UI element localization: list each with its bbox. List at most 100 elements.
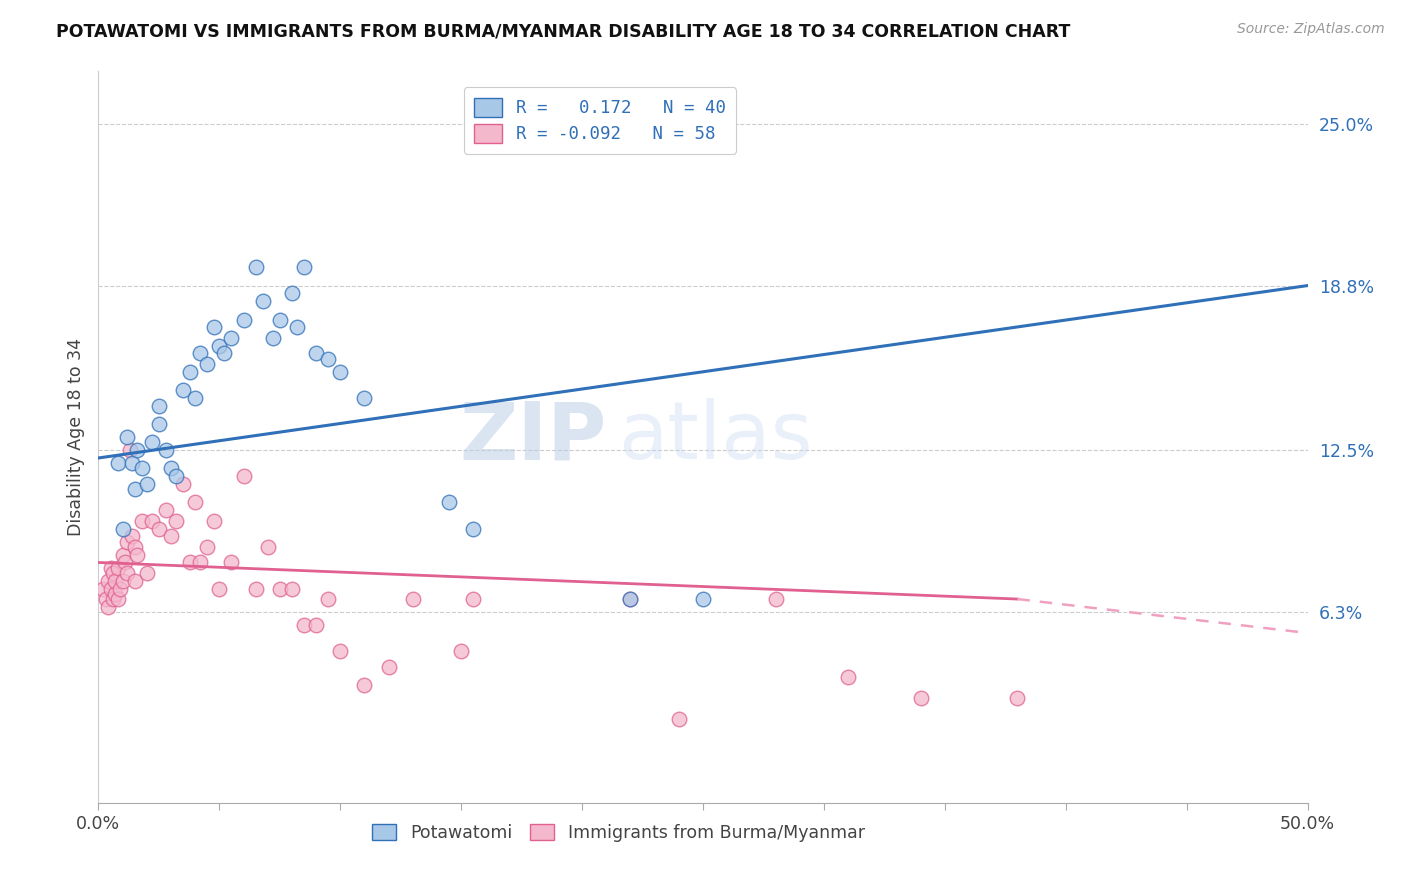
Point xyxy=(204,514,226,528)
Point xyxy=(188,346,211,360)
Point xyxy=(172,383,194,397)
Point xyxy=(155,443,177,458)
Point xyxy=(94,592,117,607)
Text: POTAWATOMI VS IMMIGRANTS FROM BURMA/MYANMAR DISABILITY AGE 18 TO 34 CORRELATION : POTAWATOMI VS IMMIGRANTS FROM BURMA/MYAN… xyxy=(56,22,1070,40)
Point xyxy=(245,582,267,596)
Point xyxy=(245,260,267,275)
Point xyxy=(121,529,143,543)
Point xyxy=(377,660,399,674)
Point xyxy=(148,521,170,535)
Point xyxy=(281,582,304,596)
Point xyxy=(837,670,859,684)
Point xyxy=(107,592,129,607)
Point xyxy=(127,443,149,458)
Point xyxy=(463,592,485,607)
Point xyxy=(108,582,131,596)
Point xyxy=(208,582,231,596)
Point xyxy=(285,320,308,334)
Point xyxy=(97,574,120,588)
Point xyxy=(256,540,278,554)
Point xyxy=(232,469,254,483)
Point xyxy=(117,566,139,580)
Point xyxy=(329,365,352,379)
Point xyxy=(165,514,187,528)
Point xyxy=(114,556,136,570)
Point xyxy=(117,430,139,444)
Point xyxy=(292,618,315,632)
Point xyxy=(124,540,146,554)
Point xyxy=(437,495,460,509)
Text: Source: ZipAtlas.com: Source: ZipAtlas.com xyxy=(1237,22,1385,37)
Point xyxy=(252,294,274,309)
Point xyxy=(104,587,127,601)
Point xyxy=(316,351,339,366)
Point xyxy=(91,582,114,596)
Point xyxy=(668,712,690,726)
Point xyxy=(305,618,328,632)
Point xyxy=(124,574,146,588)
Point xyxy=(269,582,291,596)
Point xyxy=(188,556,211,570)
Point xyxy=(281,286,304,301)
Point xyxy=(353,391,375,405)
Point xyxy=(204,320,226,334)
Point xyxy=(160,529,183,543)
Point xyxy=(111,574,134,588)
Point xyxy=(118,443,141,458)
Point xyxy=(101,592,124,607)
Point xyxy=(101,566,124,580)
Point xyxy=(135,566,157,580)
Point xyxy=(131,461,153,475)
Point xyxy=(329,644,352,658)
Point xyxy=(195,357,218,371)
Point xyxy=(107,456,129,470)
Point xyxy=(292,260,315,275)
Point xyxy=(127,548,149,562)
Point xyxy=(212,346,235,360)
Point xyxy=(316,592,339,607)
Point xyxy=(402,592,425,607)
Point xyxy=(184,495,207,509)
Point xyxy=(765,592,787,607)
Point xyxy=(160,461,183,475)
Point xyxy=(97,599,120,614)
Point xyxy=(262,331,284,345)
Point xyxy=(141,435,163,450)
Point xyxy=(195,540,218,554)
Point xyxy=(269,312,291,326)
Point xyxy=(1007,691,1029,706)
Point xyxy=(463,521,485,535)
Point xyxy=(165,469,187,483)
Point xyxy=(121,456,143,470)
Point xyxy=(172,477,194,491)
Point xyxy=(100,582,122,596)
Text: ZIP: ZIP xyxy=(458,398,606,476)
Point xyxy=(141,514,163,528)
Point xyxy=(179,556,201,570)
Point xyxy=(619,592,641,607)
Point xyxy=(232,312,254,326)
Point xyxy=(179,365,201,379)
Point xyxy=(148,417,170,431)
Text: atlas: atlas xyxy=(619,398,813,476)
Point xyxy=(692,592,714,607)
Point xyxy=(155,503,177,517)
Point xyxy=(450,644,472,658)
Point xyxy=(148,399,170,413)
Point xyxy=(208,339,231,353)
Point xyxy=(111,548,134,562)
Point xyxy=(135,477,157,491)
Point xyxy=(221,556,243,570)
Point xyxy=(117,534,139,549)
Point xyxy=(104,574,127,588)
Point xyxy=(619,592,641,607)
Point xyxy=(184,391,207,405)
Point xyxy=(124,483,146,497)
Point xyxy=(221,331,243,345)
Point xyxy=(305,346,328,360)
Point xyxy=(910,691,932,706)
Point xyxy=(111,521,134,535)
Point xyxy=(131,514,153,528)
Point xyxy=(100,560,122,574)
Point xyxy=(353,678,375,692)
